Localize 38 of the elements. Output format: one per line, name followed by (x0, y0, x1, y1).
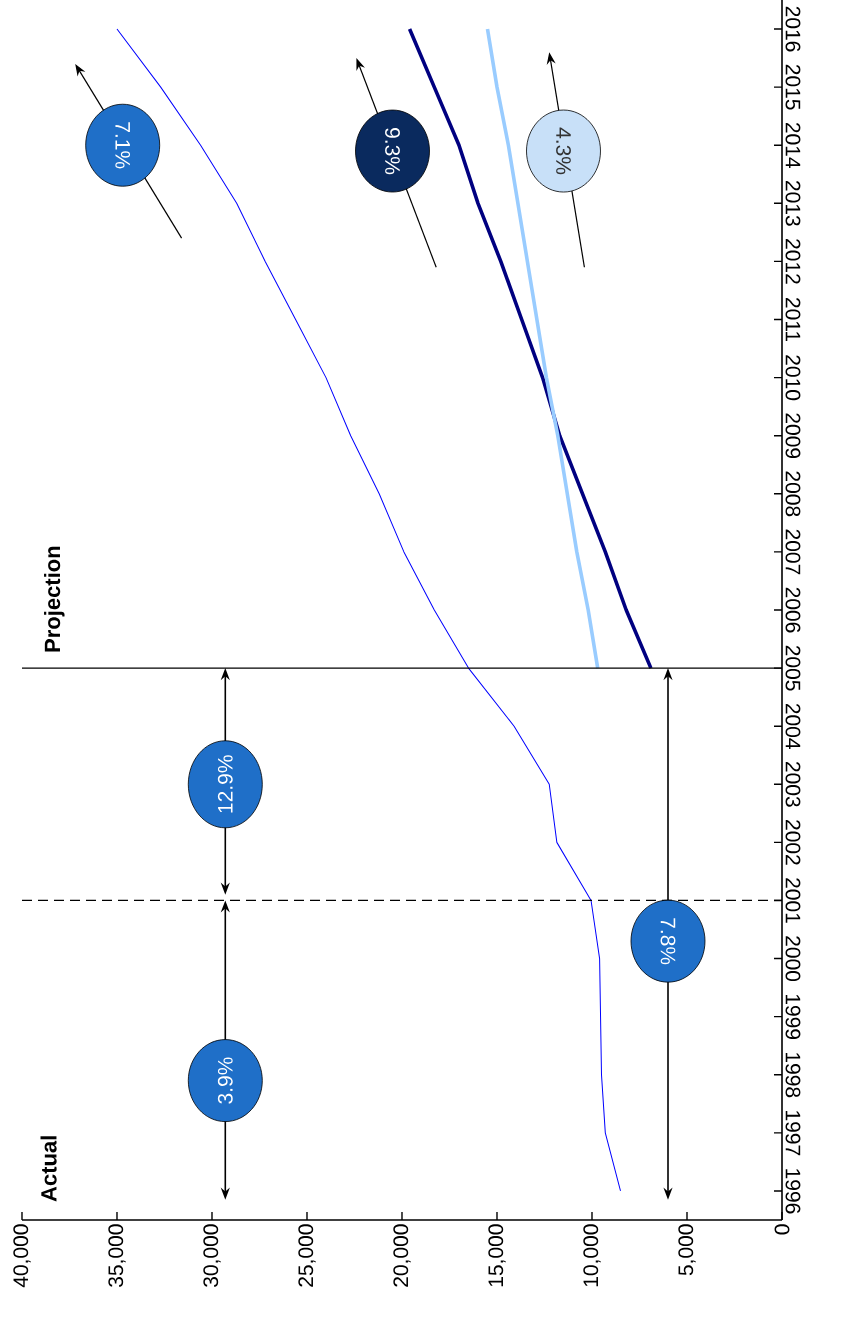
y-tick-label: 2016 (785, 6, 801, 52)
y-tick-label: 2001 (785, 878, 801, 923)
x-tick-label: 30,000 (203, 1224, 221, 1287)
annotation: Actual (40, 1136, 57, 1202)
y-tick-label: 2004 (785, 703, 801, 749)
y-tick-label: 2006 (785, 587, 801, 633)
y-tick-label: 2007 (785, 529, 801, 575)
annotation: Projection (44, 546, 65, 652)
y-tick-label: 2010 (785, 355, 801, 401)
y-tick-label: 2013 (785, 181, 801, 226)
x-tick-label: 0 (774, 1224, 790, 1235)
annotation: 4.3% (556, 127, 571, 175)
y-tick-label: 2014 (785, 122, 801, 168)
y-tick-label: 1998 (785, 1053, 801, 1098)
y-tick-label: 2002 (785, 820, 801, 865)
x-tick-label: 5,000 (678, 1224, 696, 1276)
y-tick-label: 2011 (785, 297, 801, 342)
y-tick-label: 1996 (785, 1169, 801, 1214)
x-tick-label: 20,000 (393, 1224, 411, 1287)
annotation: 7.1% (115, 122, 131, 169)
y-tick-label: 2008 (785, 471, 801, 517)
x-tick-label: 10,000 (583, 1224, 601, 1287)
x-tick-label: 15,000 (488, 1224, 506, 1287)
y-tick-label: 1997 (785, 1111, 801, 1156)
annotation: 3.9% (217, 1057, 233, 1104)
y-tick-label: 2009 (785, 413, 801, 459)
y-tick-label: 1999 (785, 994, 801, 1040)
y-tick-label: 2015 (785, 64, 801, 110)
annotation: 7.8% (660, 918, 676, 965)
y-tick-label: 2005 (785, 645, 801, 691)
x-tick-label: 35,000 (108, 1224, 126, 1287)
x-tick-label: 25,000 (298, 1224, 316, 1287)
x-tick-label: 40,000 (13, 1224, 31, 1288)
y-tick-label: 2003 (785, 761, 801, 807)
annotation: 12.9% (217, 755, 233, 813)
y-tick-label: 2000 (785, 936, 801, 982)
annotation: 9.3% (385, 128, 400, 175)
y-tick-label: 2012 (785, 239, 801, 284)
